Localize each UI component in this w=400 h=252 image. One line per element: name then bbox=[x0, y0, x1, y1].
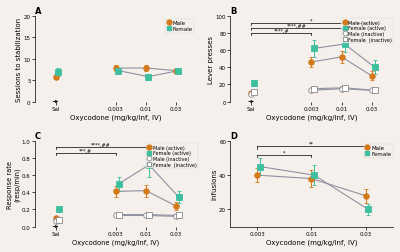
Y-axis label: Infusions: Infusions bbox=[212, 168, 218, 200]
Text: ****,#: ****,# bbox=[274, 29, 289, 34]
Text: *: * bbox=[310, 18, 313, 23]
Text: ****,##: ****,## bbox=[91, 142, 111, 147]
Y-axis label: Response rate
(resp/min): Response rate (resp/min) bbox=[7, 160, 20, 208]
Text: D: D bbox=[230, 132, 237, 141]
Legend: Male (active), Female (active), Male (inactive), Female  (inactive): Male (active), Female (active), Male (in… bbox=[341, 19, 394, 44]
Legend: Male (active), Female (active), Male (inactive), Female  (inactive): Male (active), Female (active), Male (in… bbox=[146, 144, 198, 169]
Legend: Male, Female: Male, Female bbox=[165, 19, 194, 34]
X-axis label: Oxycodone (mg/kg/inf, IV): Oxycodone (mg/kg/inf, IV) bbox=[266, 114, 357, 120]
Text: ****,##: ****,## bbox=[286, 24, 306, 29]
Text: C: C bbox=[35, 132, 41, 141]
Text: **: ** bbox=[309, 141, 314, 146]
X-axis label: Oxycodone (mg/kg/inf, IV): Oxycodone (mg/kg/inf, IV) bbox=[72, 239, 160, 245]
Text: B: B bbox=[230, 7, 237, 16]
X-axis label: Oxycodone (mg/kg/inf, IV): Oxycodone (mg/kg/inf, IV) bbox=[70, 114, 162, 120]
Y-axis label: Lever presses: Lever presses bbox=[208, 36, 214, 83]
Legend: Male, Female: Male, Female bbox=[364, 144, 393, 158]
Text: A: A bbox=[35, 7, 41, 16]
Text: ***,#: ***,# bbox=[79, 148, 92, 153]
Y-axis label: Sessions to stabilization: Sessions to stabilization bbox=[16, 17, 22, 101]
Text: *: * bbox=[283, 150, 286, 155]
X-axis label: Oxycodone (mg/kg/inf, IV): Oxycodone (mg/kg/inf, IV) bbox=[266, 239, 357, 245]
